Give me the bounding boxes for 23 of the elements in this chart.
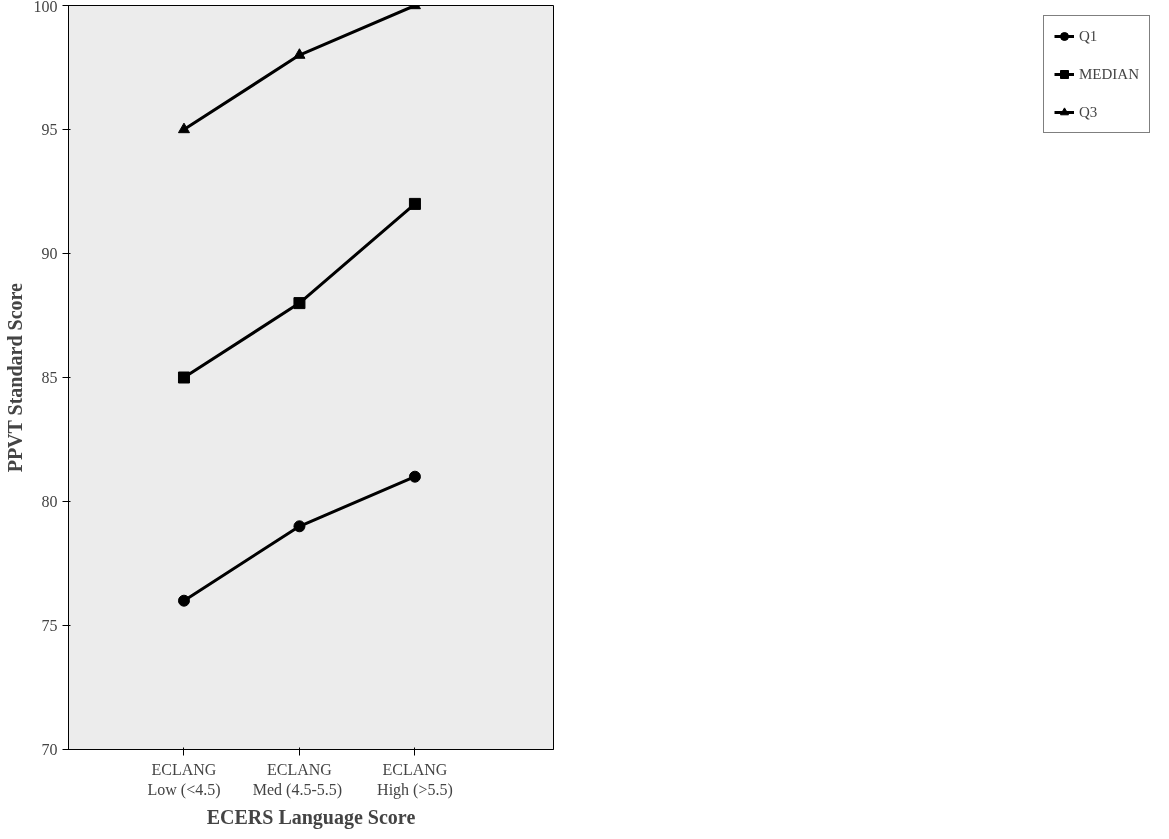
x-axis-title: ECERS Language Score — [206, 805, 416, 829]
y-axis-title: PPVT Standard Score — [3, 282, 26, 473]
point — [293, 297, 306, 310]
point — [408, 197, 421, 210]
legend-label: Q1 — [1079, 27, 1099, 45]
point — [408, 470, 421, 483]
y-tick-label: 75 — [41, 617, 58, 634]
y-tick-label: 85 — [41, 369, 58, 386]
point — [177, 594, 190, 607]
point — [293, 520, 306, 533]
y-tick-label: 70 — [41, 741, 58, 758]
y-tick-label: 100 — [33, 0, 58, 15]
x-tick-label: ECLANG Low (<4.5) — [147, 760, 221, 799]
y-tick-label: 95 — [41, 121, 58, 138]
x-tick-label: ECLANG High (>5.5) — [377, 760, 453, 799]
point — [293, 48, 306, 59]
point — [177, 371, 190, 384]
point — [177, 122, 190, 134]
x-tick-label: ECLANG Med (4.5-5.5) — [252, 760, 343, 799]
legend-label: Q3 — [1079, 103, 1099, 121]
y-tick-label: 90 — [41, 245, 58, 262]
legend-label: MEDIAN — [1079, 65, 1139, 83]
y-tick-label: 80 — [41, 493, 58, 510]
